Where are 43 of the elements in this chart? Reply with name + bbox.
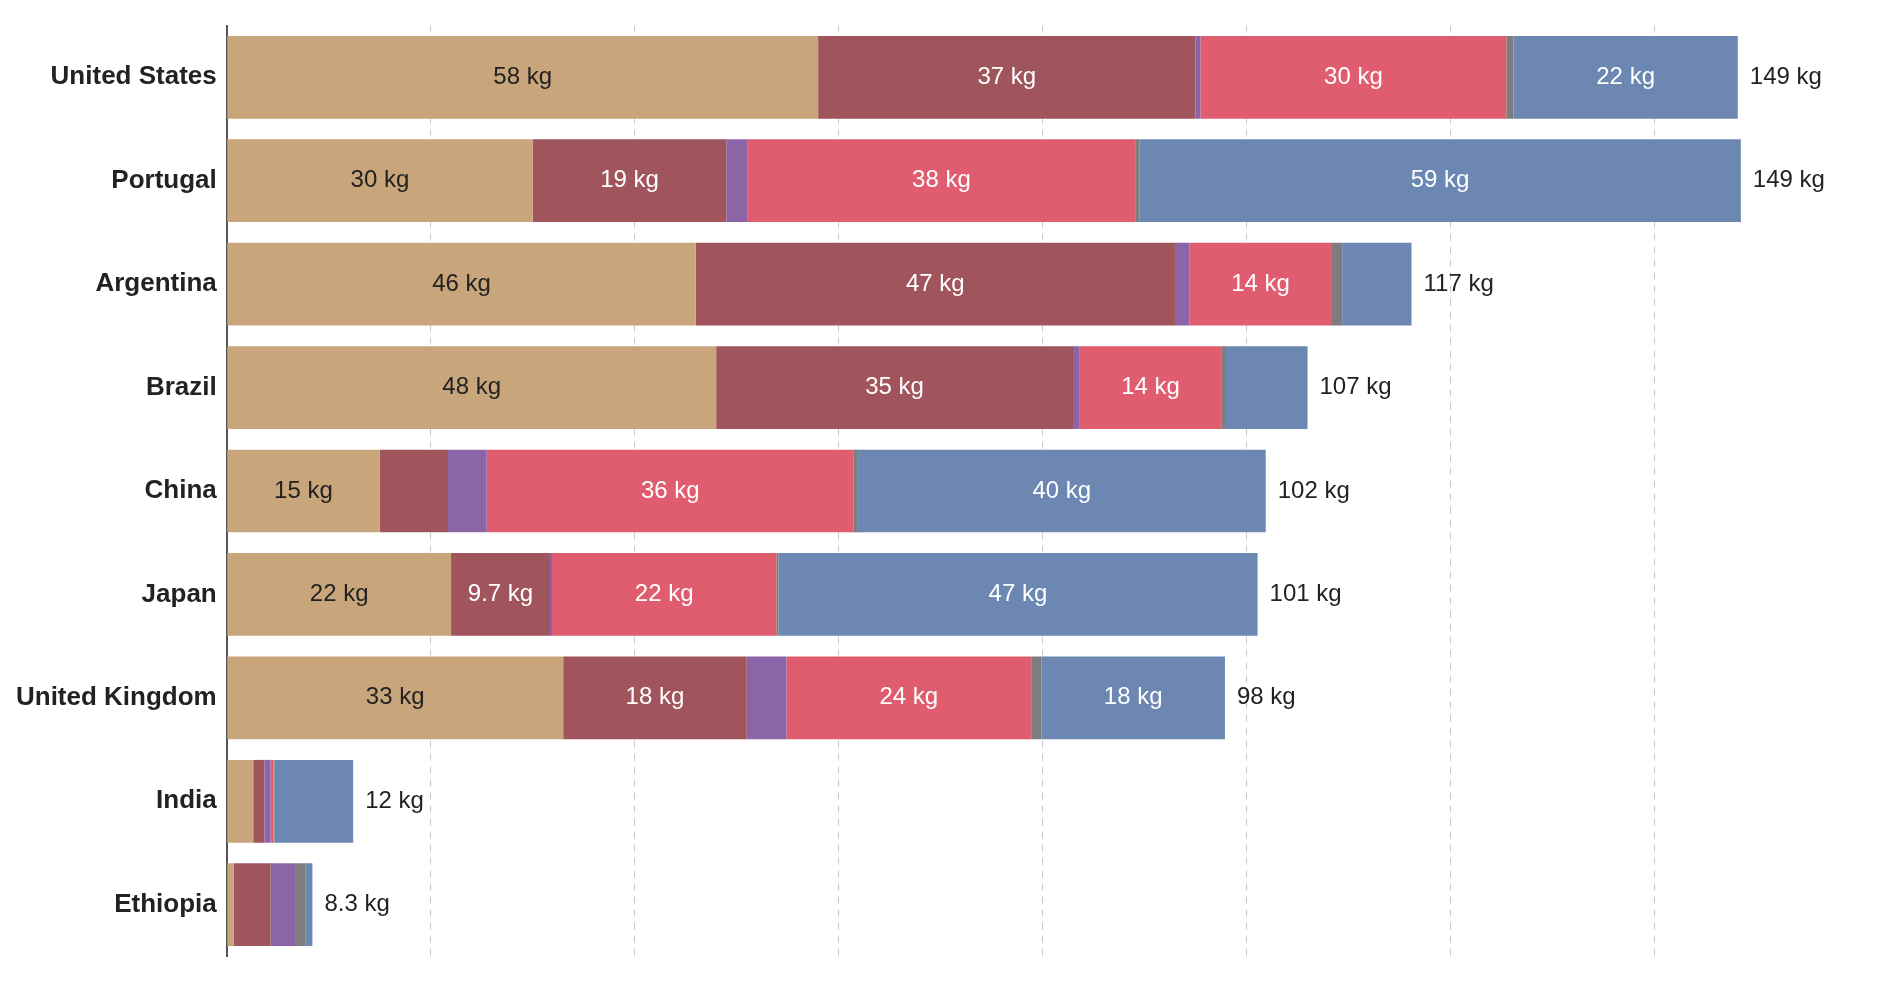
data-label: 30 kg xyxy=(350,165,410,193)
total-label: 98 kg xyxy=(1236,682,1296,710)
total-label: 101 kg xyxy=(1269,579,1342,607)
y-tick-label: Brazil xyxy=(145,370,217,401)
data-label: 48 kg xyxy=(442,372,502,400)
y-tick-label: Portugal xyxy=(111,163,217,194)
total-label: 117 kg xyxy=(1423,268,1494,296)
total-label: 8.3 kg xyxy=(324,889,390,917)
y-tick-label: China xyxy=(144,474,218,505)
total-label: 149 kg xyxy=(1752,165,1825,193)
data-label: 19 kg xyxy=(600,165,659,193)
total-label: 149 kg xyxy=(1749,61,1822,89)
data-label: 47 kg xyxy=(988,579,1048,607)
data-label: 36 kg xyxy=(640,475,700,503)
data-label: 46 kg xyxy=(432,268,491,296)
data-label: 22 kg xyxy=(1596,61,1655,89)
y-tick-label: United Kingdom xyxy=(15,681,217,712)
y-tick-label: India xyxy=(156,784,218,815)
y-tick-label: Ethiopia xyxy=(114,887,218,918)
total-label: 107 kg xyxy=(1319,372,1392,400)
data-label: 37 kg xyxy=(977,61,1037,89)
data-label: 14 kg xyxy=(1231,268,1290,296)
y-tick-label: Argentina xyxy=(95,267,218,298)
data-label: 30 kg xyxy=(1324,61,1383,89)
data-label: 22 kg xyxy=(634,579,694,607)
data-label: 35 kg xyxy=(865,372,924,400)
data-label: 59 kg xyxy=(1410,165,1470,193)
data-label: 40 kg xyxy=(1032,475,1092,503)
data-label: 24 kg xyxy=(879,682,939,710)
data-label: 22 kg xyxy=(309,579,369,607)
data-label: 58 kg xyxy=(493,61,553,89)
data-label: 18 kg xyxy=(1103,682,1163,710)
data-label: 18 kg xyxy=(625,682,685,710)
data-label: 9.7 kg xyxy=(467,579,534,607)
total-label: 12 kg xyxy=(365,785,424,813)
y-tick-label: United States xyxy=(50,60,217,91)
data-label: 14 kg xyxy=(1121,372,1180,400)
data-label: 33 kg xyxy=(365,682,425,710)
data-label: 47 kg xyxy=(906,268,965,296)
data-label: 15 kg xyxy=(274,475,333,503)
total-label: 102 kg xyxy=(1277,475,1350,503)
data-label: 38 kg xyxy=(912,165,971,193)
y-tick-label: Japan xyxy=(141,577,217,608)
